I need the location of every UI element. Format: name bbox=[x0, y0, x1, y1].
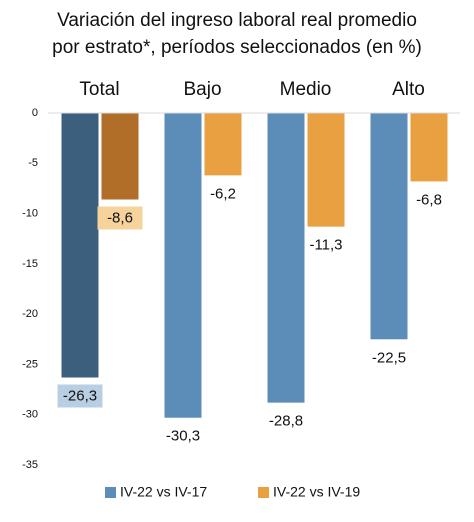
category-label: Alto bbox=[392, 79, 425, 100]
category-label: Total bbox=[79, 79, 119, 100]
value-label: -6,8 bbox=[416, 191, 442, 208]
value-label: -8,6 bbox=[107, 209, 133, 226]
value-label-box bbox=[97, 206, 143, 230]
value-label: -30,3 bbox=[166, 428, 200, 445]
y-tick-label: -15 bbox=[22, 258, 38, 270]
bar bbox=[204, 113, 242, 176]
bar bbox=[164, 113, 202, 418]
y-tick-label: -30 bbox=[22, 409, 38, 421]
y-tick-label: 0 bbox=[32, 107, 38, 119]
chart-title: Variación del ingreso laboral real prome… bbox=[57, 10, 417, 31]
legend-swatch bbox=[105, 487, 116, 498]
bar bbox=[307, 113, 345, 227]
y-tick-label: -25 bbox=[22, 358, 38, 370]
legend-label: IV-22 vs IV-19 bbox=[273, 484, 360, 500]
legend-label: IV-22 vs IV-17 bbox=[120, 484, 207, 500]
value-label: -6,2 bbox=[210, 185, 236, 202]
y-tick-label: -35 bbox=[22, 459, 38, 471]
value-label: -26,3 bbox=[63, 387, 97, 404]
bar bbox=[267, 113, 305, 403]
bar bbox=[410, 113, 448, 182]
chart-subtitle: por estrato*, períodos seleccionados (en… bbox=[52, 37, 422, 58]
bar bbox=[101, 113, 139, 200]
bar bbox=[370, 113, 408, 340]
value-label: -11,3 bbox=[309, 237, 342, 254]
legend-swatch bbox=[258, 487, 269, 498]
y-tick-label: -20 bbox=[22, 308, 38, 320]
value-label: -28,8 bbox=[269, 413, 303, 430]
value-label: -22,5 bbox=[372, 349, 406, 366]
category-label: Medio bbox=[280, 79, 332, 100]
bar bbox=[61, 113, 99, 378]
y-tick-label: -10 bbox=[22, 207, 38, 219]
y-tick-label: -5 bbox=[28, 157, 38, 169]
value-label-box bbox=[57, 384, 103, 408]
category-label: Bajo bbox=[183, 79, 221, 100]
